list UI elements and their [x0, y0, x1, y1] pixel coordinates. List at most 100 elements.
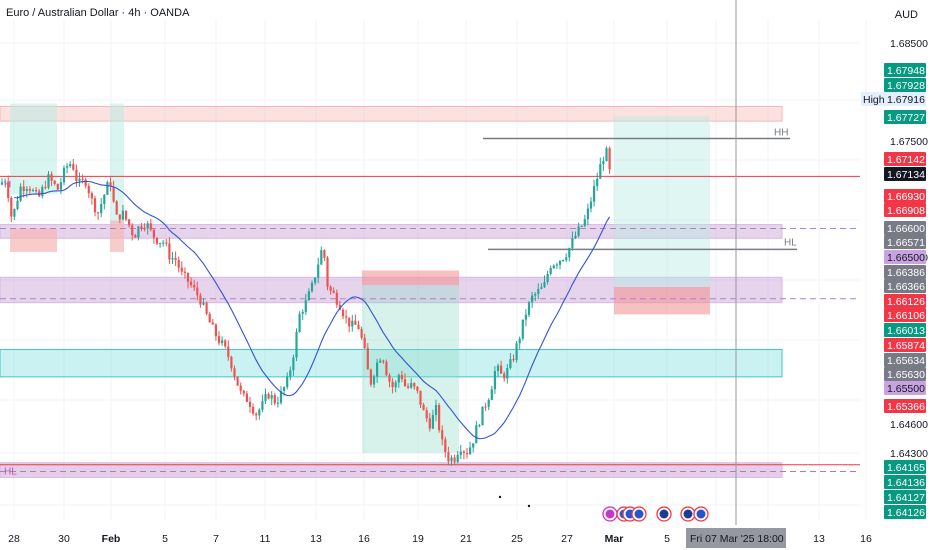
eu-flag-icon[interactable] [693, 506, 709, 522]
red-box-feb[interactable] [110, 220, 124, 252]
candle-body [323, 250, 326, 258]
cyan-zone[interactable] [0, 349, 783, 378]
candle-body [515, 343, 518, 361]
candle-body [252, 406, 255, 414]
candle-body [338, 304, 341, 310]
candle-body [379, 360, 382, 363]
price-label[interactable]: 1.67134 [884, 167, 926, 181]
candle-body [500, 365, 503, 374]
crosshair-time-box [686, 528, 786, 548]
candle-body [537, 288, 540, 295]
red-box-left[interactable] [10, 228, 57, 252]
price-label[interactable]: 1.66908 [884, 203, 926, 217]
x-tick-label: 11 [260, 533, 271, 545]
candle-body [345, 316, 348, 318]
price-axis: 1.68500 1.67500 1.66500 1.64600 1.64300 1.679… [861, 38, 928, 519]
candle-body [335, 292, 338, 305]
candle-body [549, 268, 552, 274]
price-label-box [884, 475, 926, 489]
au-flag-icon[interactable] [680, 506, 696, 522]
price-label[interactable]: 1.66500 [884, 250, 926, 264]
candle-body [407, 386, 410, 388]
eu-flag-icon[interactable] [631, 506, 647, 522]
price-label-text: 1.66126 [887, 296, 925, 308]
lightning-icon[interactable] [602, 506, 618, 522]
candle-body [484, 406, 487, 408]
price-label[interactable]: 1.66600 [884, 221, 926, 235]
candle-body [354, 320, 357, 325]
price-label-box [884, 110, 926, 124]
price-label[interactable]: 1.66366 [884, 279, 926, 293]
candle-body [230, 356, 233, 369]
candle-body [140, 226, 143, 229]
position-stop-box[interactable] [362, 270, 459, 286]
price-label[interactable]: 1.66571 [884, 235, 926, 249]
candle-body [217, 336, 221, 344]
candle-body [0, 182, 4, 185]
price-label[interactable]: 1.66386 [884, 265, 926, 279]
candle-body [270, 395, 273, 399]
price-label-box [884, 189, 926, 203]
candle-body [571, 237, 574, 249]
price-label[interactable]: 1.64127 [884, 490, 926, 504]
lightning-icon-core [605, 509, 615, 519]
candle-body [422, 404, 425, 411]
price-label-box [884, 279, 926, 293]
x-tick-label: 16 [860, 533, 872, 545]
supply-zone-top[interactable] [0, 105, 783, 122]
price-label[interactable]: 1.65366 [884, 399, 926, 413]
candle-body [35, 190, 38, 192]
price-label[interactable]: 1.66106 [884, 308, 926, 322]
candle-body [301, 311, 304, 314]
candle-body [512, 359, 515, 361]
long-position-target[interactable] [614, 116, 710, 288]
long-position-stop[interactable] [614, 287, 710, 315]
currency-label[interactable]: AUD [894, 9, 918, 21]
price-label[interactable]: 1.64165 [884, 460, 926, 474]
price-label[interactable]: 1.66126 [884, 294, 926, 308]
candle-body [134, 235, 137, 238]
price-label[interactable]: 1.66930 [884, 189, 926, 203]
high-tag-box [861, 92, 885, 106]
y-tick-label: 1.64300 [890, 448, 928, 460]
au-flag-icon[interactable] [656, 506, 672, 522]
purple-zone-lower[interactable] [0, 462, 783, 478]
candle-body [599, 164, 602, 179]
candle-body [13, 209, 16, 217]
price-label[interactable]: 1.67727 [884, 110, 926, 124]
candle-body [106, 182, 109, 195]
event-icons [602, 506, 709, 522]
candle-body [44, 187, 47, 189]
price-label[interactable]: 1.65634 [884, 353, 926, 367]
candle-body [199, 295, 202, 305]
candle-body [186, 272, 190, 282]
candle-body [248, 401, 252, 407]
price-label[interactable]: 1.67948 [884, 63, 926, 77]
price-label[interactable]: 1.67142 [884, 152, 926, 166]
candle-body [69, 164, 72, 167]
candle-body [453, 457, 456, 462]
x-tick-label: 21 [460, 533, 472, 545]
price-label[interactable]: 1.64126 [884, 505, 926, 519]
price-label[interactable]: 1.65874 [884, 338, 926, 352]
price-label[interactable]: 1.65630 [884, 367, 926, 381]
price-label[interactable]: 1.65500 [884, 381, 926, 395]
price-label[interactable]: 1.66013 [884, 323, 926, 337]
price-label-text: 1.66366 [887, 281, 925, 293]
candle-body [295, 332, 298, 358]
crosshair-time-label[interactable]: Fri 07 Mar '25 18:00 [686, 528, 786, 548]
price-label[interactable]: 1.67928 [884, 78, 926, 92]
price-label-box [884, 294, 926, 308]
candle-body [518, 338, 521, 344]
price-label[interactable]: 1.64136 [884, 475, 926, 489]
price-label-text: 1.66013 [887, 325, 925, 337]
green-box-left[interactable] [10, 103, 57, 195]
price-label-text: 1.66908 [887, 205, 925, 217]
price-label-box [884, 353, 926, 367]
candle-body [450, 457, 453, 462]
candle-body [558, 260, 562, 265]
marker-dot [498, 495, 502, 499]
candle-body [224, 340, 227, 347]
